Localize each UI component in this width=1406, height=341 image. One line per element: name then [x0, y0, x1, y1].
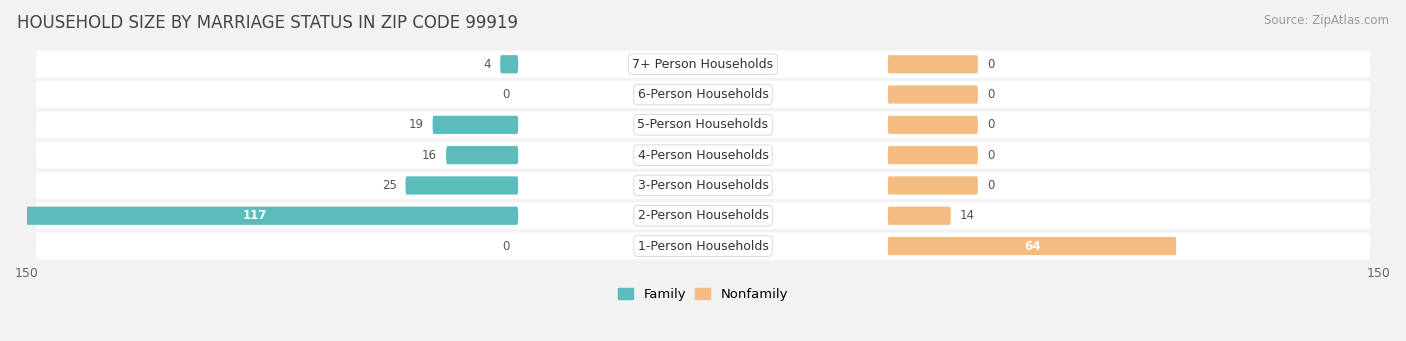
FancyBboxPatch shape: [433, 116, 519, 134]
FancyBboxPatch shape: [37, 172, 1369, 199]
Text: Source: ZipAtlas.com: Source: ZipAtlas.com: [1264, 14, 1389, 27]
Text: 0: 0: [987, 58, 994, 71]
FancyBboxPatch shape: [887, 176, 979, 194]
FancyBboxPatch shape: [37, 50, 1369, 78]
Text: 117: 117: [242, 209, 267, 222]
FancyBboxPatch shape: [887, 146, 979, 164]
Text: 0: 0: [502, 88, 509, 101]
Text: 5-Person Households: 5-Person Households: [637, 118, 769, 131]
Text: 3-Person Households: 3-Person Households: [637, 179, 769, 192]
FancyBboxPatch shape: [0, 207, 519, 225]
FancyBboxPatch shape: [887, 55, 979, 73]
Text: 1-Person Households: 1-Person Households: [637, 239, 769, 253]
Text: 0: 0: [987, 149, 994, 162]
Text: 0: 0: [987, 118, 994, 131]
Text: 0: 0: [987, 179, 994, 192]
Text: 16: 16: [422, 149, 437, 162]
Text: 19: 19: [409, 118, 423, 131]
FancyBboxPatch shape: [405, 176, 519, 194]
Text: HOUSEHOLD SIZE BY MARRIAGE STATUS IN ZIP CODE 99919: HOUSEHOLD SIZE BY MARRIAGE STATUS IN ZIP…: [17, 14, 517, 32]
FancyBboxPatch shape: [501, 55, 519, 73]
FancyBboxPatch shape: [37, 142, 1369, 169]
Text: 0: 0: [987, 88, 994, 101]
FancyBboxPatch shape: [887, 237, 1177, 255]
Text: 4: 4: [484, 58, 491, 71]
Text: 64: 64: [1024, 239, 1040, 253]
FancyBboxPatch shape: [37, 202, 1369, 229]
FancyBboxPatch shape: [37, 111, 1369, 138]
Text: 0: 0: [502, 239, 509, 253]
Text: 2-Person Households: 2-Person Households: [637, 209, 769, 222]
FancyBboxPatch shape: [37, 81, 1369, 108]
Text: 14: 14: [960, 209, 974, 222]
Legend: Family, Nonfamily: Family, Nonfamily: [617, 288, 789, 301]
Text: 4-Person Households: 4-Person Households: [637, 149, 769, 162]
FancyBboxPatch shape: [446, 146, 519, 164]
Text: 25: 25: [381, 179, 396, 192]
Text: 6-Person Households: 6-Person Households: [637, 88, 769, 101]
FancyBboxPatch shape: [887, 207, 950, 225]
Text: 7+ Person Households: 7+ Person Households: [633, 58, 773, 71]
FancyBboxPatch shape: [887, 86, 979, 104]
FancyBboxPatch shape: [887, 116, 979, 134]
FancyBboxPatch shape: [37, 233, 1369, 260]
